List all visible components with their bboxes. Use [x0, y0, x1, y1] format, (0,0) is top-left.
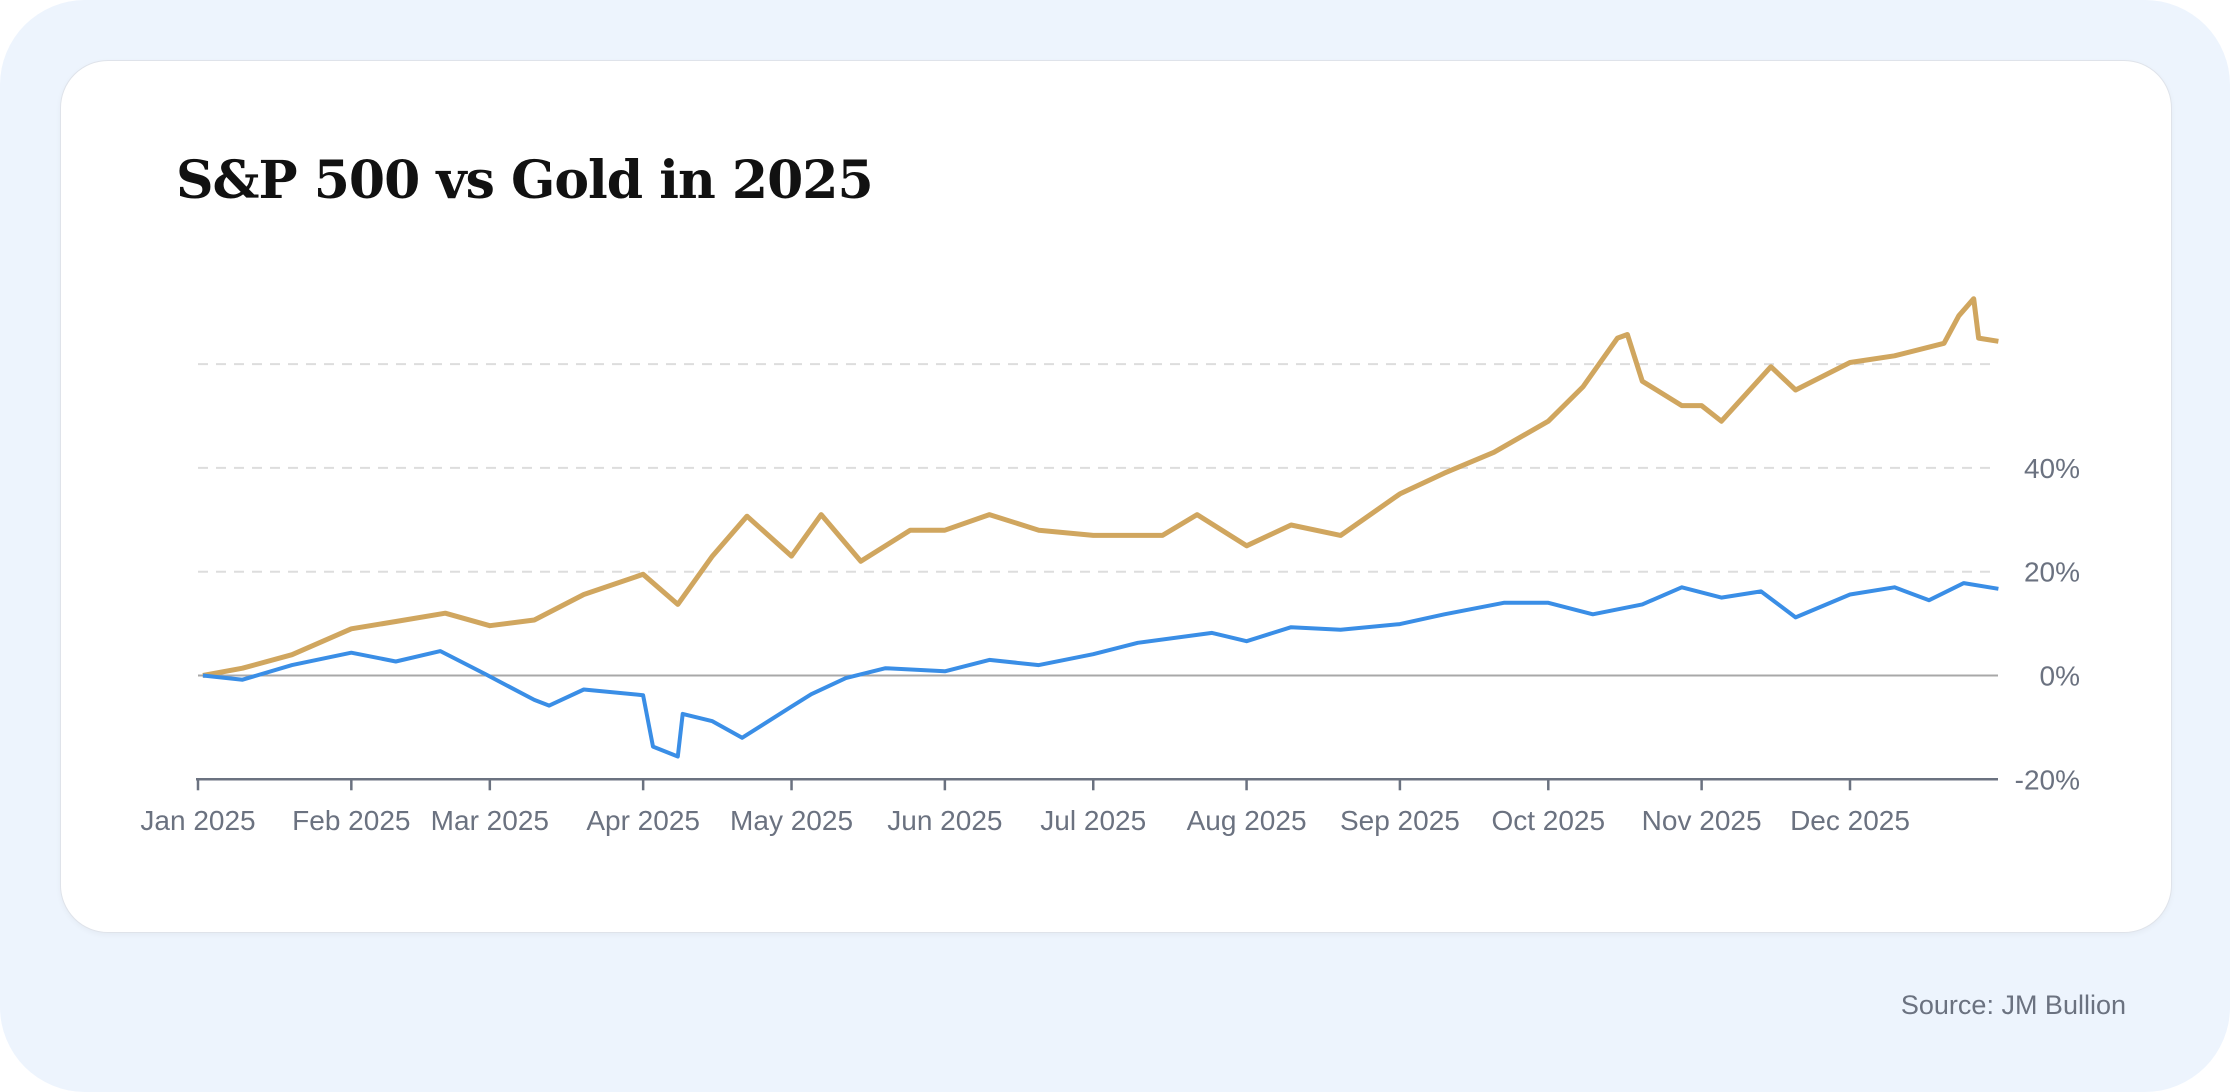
x-tick-label: Nov 2025	[1642, 805, 1762, 836]
gold-series-line	[202, 296, 1999, 678]
chart-title: S&P 500 vs Gold in 2025	[176, 150, 874, 211]
source-note: Source: JM Bullion	[1900, 990, 2126, 1020]
x-tick-label: Apr 2025	[586, 805, 700, 836]
x-tick-label: Mar 2025	[431, 805, 549, 836]
x-tick-label: May 2025	[730, 805, 853, 836]
x-tick-label: Dec 2025	[1790, 805, 1910, 836]
x-tick-label: Aug 2025	[1187, 805, 1307, 836]
x-tick-label: Oct 2025	[1491, 805, 1605, 836]
y-tick-label: 40%	[2024, 453, 2080, 484]
x-tick-label: Feb 2025	[292, 805, 410, 836]
x-tick-label: Jun 2025	[887, 805, 1002, 836]
x-tick-label: Jul 2025	[1040, 805, 1146, 836]
sp500-series-line	[202, 581, 1999, 759]
chart-card	[60, 60, 2172, 933]
x-tick-label: Jan 2025	[140, 805, 255, 836]
y-tick-label: 20%	[2024, 557, 2080, 588]
x-tick-label: Sep 2025	[1340, 805, 1460, 836]
y-tick-label: 0%	[2040, 661, 2080, 692]
y-tick-label: -20%	[2015, 764, 2080, 795]
